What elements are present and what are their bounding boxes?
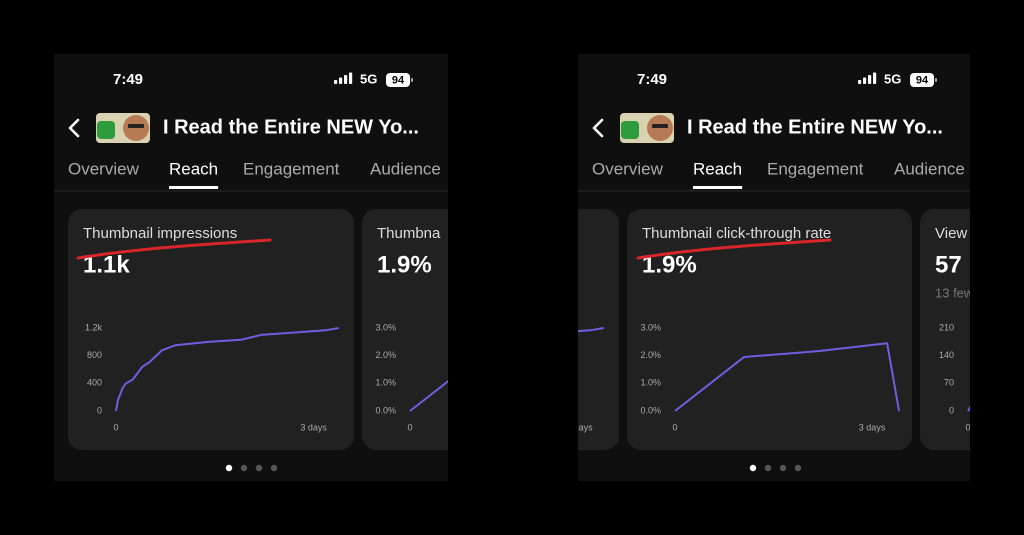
y-tick-label: 0 (97, 405, 102, 415)
red-underline (76, 238, 272, 260)
x-tick-label: ays (579, 422, 594, 432)
y-tick-label: 1.0% (640, 378, 661, 388)
battery-body (910, 73, 934, 87)
card-subtitle: 13 few (935, 285, 974, 300)
pager-dot[interactable] (779, 464, 787, 472)
card-title: Thumbna (377, 225, 441, 242)
pager-dot[interactable] (794, 464, 802, 472)
y-tick-label: 800 (87, 350, 102, 360)
y-tick-label: 2.0% (375, 350, 396, 360)
x-tick-label: 0 (407, 422, 412, 432)
pager-dot[interactable] (225, 464, 233, 472)
thumbnail-money (621, 121, 639, 139)
metric-card[interactable]: Thumbnail click-through rate1.9%0.0%1.0%… (627, 209, 912, 450)
card-background (68, 209, 354, 450)
metric-card[interactable]: Thumbna 1.9% 0.0% 1.0% 2.0% 3.0% 0 (362, 209, 648, 450)
active-tab-indicator (693, 186, 743, 189)
line-series (967, 405, 970, 412)
card-background (627, 209, 912, 450)
y-tick-label: 0.0% (375, 405, 396, 415)
status-network: 5G (884, 71, 901, 86)
metric-card[interactable]: View 57 13 few 0 70 140 210 0 (920, 209, 1024, 450)
y-tick-label: 0 (949, 405, 954, 415)
status-time: 7:49 (113, 71, 143, 88)
phone-screen: 7:49 5G 94 I Read the Entire NEW Yo... Overv… (333, 54, 1024, 481)
signal-bar (868, 75, 872, 84)
pager-dot[interactable] (240, 464, 248, 472)
y-tick-label: 0.0% (640, 405, 661, 415)
y-tick-label: 140 (939, 350, 954, 360)
x-tick-label: 3 days (300, 422, 327, 432)
y-tick-label: 3.0% (640, 322, 661, 332)
tab[interactable]: Overview (68, 159, 140, 178)
signal-bar (863, 77, 867, 84)
back-button[interactable] (68, 118, 80, 138)
y-tick-label: 1.0% (375, 378, 396, 388)
line-series (578, 327, 604, 333)
y-tick-label: 400 (87, 378, 102, 388)
card-title: Thumbnail impressions (83, 225, 237, 242)
card-title: Thumbnail click-through rate (642, 225, 831, 242)
signal-bar (344, 75, 348, 84)
back-button[interactable] (592, 118, 604, 138)
tab[interactable]: Reach (169, 159, 218, 178)
status-battery: 94 (392, 74, 405, 86)
battery-tip (935, 78, 937, 82)
status-network: 5G (360, 71, 377, 86)
card-title: View (935, 225, 967, 242)
y-tick-label: 210 (939, 322, 954, 332)
y-tick-label: 1.2k (85, 322, 103, 332)
card-value: 57 (935, 251, 962, 278)
thumbnail-money (97, 121, 115, 139)
card-background (362, 209, 448, 450)
y-tick-label: 70 (944, 378, 954, 388)
pager-dot[interactable] (764, 464, 772, 472)
red-underline (636, 238, 832, 260)
tab[interactable]: Engagement (243, 159, 340, 178)
x-tick-label: 0 (113, 422, 118, 432)
signal-bar (858, 80, 862, 84)
x-tick-label: 0 (672, 422, 677, 432)
video-title: I Read the Entire NEW Yo... (687, 116, 943, 138)
tab[interactable]: Audience (370, 159, 441, 178)
x-tick-label: 3 days (859, 422, 886, 432)
line-series (409, 380, 448, 412)
metric-card[interactable]: ays (333, 209, 619, 450)
tab[interactable]: Audience (894, 159, 965, 178)
line-series (674, 342, 900, 412)
active-tab-indicator (169, 186, 219, 189)
thumbnail-glasses (652, 124, 668, 128)
status-time: 7:49 (637, 71, 667, 88)
card-background (920, 209, 970, 450)
signal-bar (339, 77, 343, 84)
signal-bar (349, 72, 353, 84)
thumbnail-glasses (128, 124, 144, 128)
tab[interactable]: Reach (693, 159, 742, 178)
pager-dot[interactable] (749, 464, 757, 472)
pager-dot[interactable] (255, 464, 263, 472)
card-value: 1.9% (377, 251, 432, 278)
phone-screen: 7:49 5G 94 I Read the Entire NEW Yo... Overv… (54, 54, 648, 481)
y-tick-label: 3.0% (375, 322, 396, 332)
status-battery: 94 (916, 74, 929, 86)
signal-bar (334, 80, 338, 84)
tab[interactable]: Engagement (767, 159, 864, 178)
battery-tip (411, 78, 413, 82)
battery-body (386, 73, 410, 87)
video-title: I Read the Entire NEW Yo... (163, 116, 419, 138)
y-tick-label: 2.0% (640, 350, 661, 360)
pager-dot[interactable] (270, 464, 278, 472)
tab[interactable]: Overview (592, 159, 664, 178)
line-series (115, 327, 339, 412)
signal-bar (873, 72, 877, 84)
x-tick-label: 0 (965, 422, 970, 432)
